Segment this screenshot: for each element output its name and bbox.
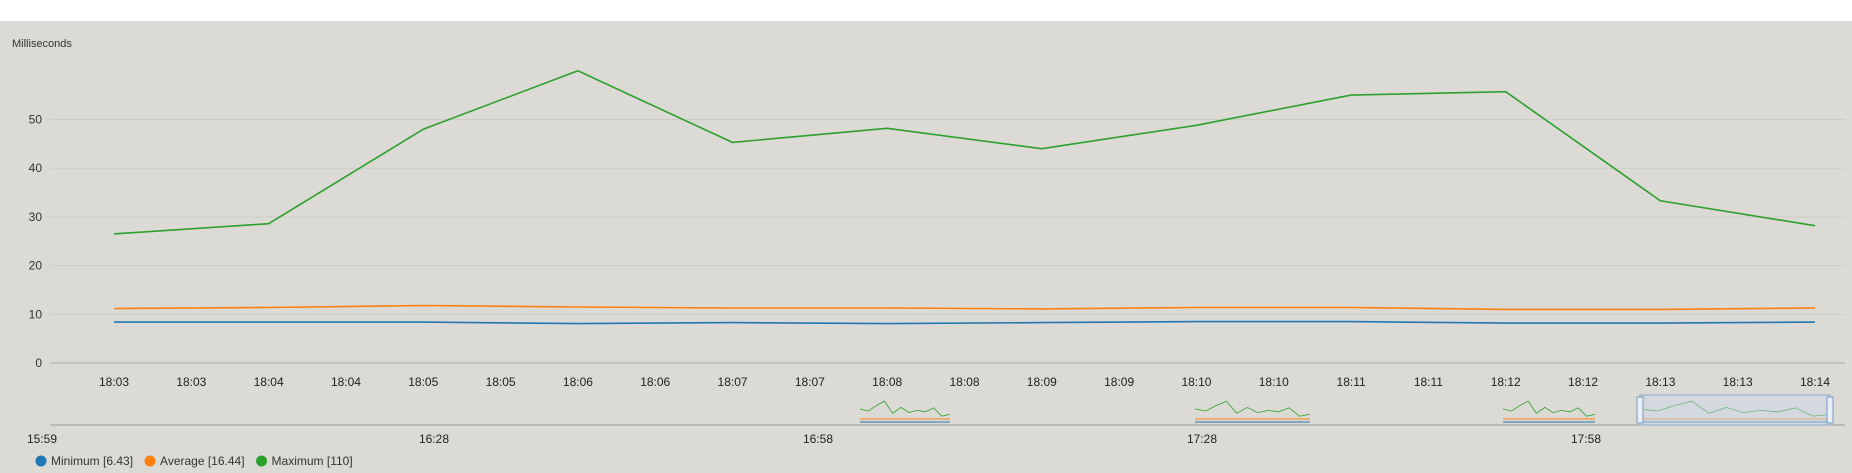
range-navigator[interactable]: 15:59 16:28 16:58 17:28 17:58 — [27, 394, 1845, 446]
x-tick-label: 18:07 — [718, 375, 748, 389]
x-tick-label: 18:10 — [1259, 375, 1289, 389]
x-tick-label: 18:08 — [949, 375, 979, 389]
legend-label: Maximum [110] — [272, 454, 353, 468]
x-tick-labels: 18:03 18:03 18:04 18:04 18:05 18:05 18:06 18:06… — [99, 375, 1830, 389]
y-tick-label: 0 — [35, 356, 42, 370]
grid-layer — [50, 119, 1845, 364]
x-tick-label: 18:04 — [331, 375, 361, 389]
x-tick-label: 18:14 — [1800, 375, 1830, 389]
y-axis-label: Milliseconds — [12, 38, 72, 50]
x-tick-label: 18:06 — [640, 375, 670, 389]
legend-swatch — [256, 455, 268, 467]
y-tick-labels: 0 10 20 30 40 50 — [29, 113, 43, 371]
series-layer — [113, 69, 1816, 325]
x-tick-label: 18:09 — [1104, 375, 1134, 389]
legend-swatch — [35, 455, 47, 467]
navigator-spark-max — [1639, 400, 1831, 417]
x-tick-label: 18:13 — [1645, 375, 1675, 389]
chart-svg: Milliseconds 0 10 20 30 40 50 18:03 18:03 18:04… — [12, 38, 1845, 468]
x-tick-label: 18:06 — [563, 375, 593, 389]
x-tick-label: 18:12 — [1568, 375, 1598, 389]
x-tick-label: 18:03 — [176, 375, 206, 389]
navigator-handle[interactable] — [1636, 396, 1644, 424]
legend-label: Minimum [6.43] — [51, 454, 133, 468]
x-tick-label: 18:05 — [408, 375, 438, 389]
legend-label: Average [16.44] — [160, 454, 245, 468]
navigator-time-label: 17:28 — [1187, 432, 1217, 446]
y-tick-label: 40 — [29, 161, 43, 175]
legend-item-average[interactable]: Average [16.44] — [144, 454, 245, 468]
navigator-selection[interactable] — [1639, 394, 1831, 426]
legend: Minimum [6.43] Average [16.44] Maximum [11… — [35, 454, 353, 468]
navigator-spark-max — [859, 400, 951, 417]
x-tick-label: 18:08 — [872, 375, 902, 389]
x-tick-label: 18:11 — [1337, 375, 1366, 389]
y-tick-label: 20 — [29, 259, 43, 273]
x-tick-label: 18:12 — [1491, 375, 1521, 389]
legend-swatch — [144, 455, 156, 467]
series-line-minimum — [114, 320, 1816, 325]
series-line-average — [113, 304, 1816, 311]
y-tick-label: 30 — [29, 210, 43, 224]
x-tick-label: 18:04 — [254, 375, 284, 389]
x-tick-label: 18:09 — [1027, 375, 1057, 389]
legend-item-maximum[interactable]: Maximum [110] — [256, 454, 353, 468]
legend-item-minimum[interactable]: Minimum [6.43] — [35, 454, 134, 468]
x-tick-label: 18:10 — [1181, 375, 1211, 389]
navigator-time-label: 16:58 — [803, 432, 833, 446]
y-tick-label: 10 — [29, 307, 43, 321]
chart-panel: Milliseconds 0 10 20 30 40 50 18:03 18:03 18:04… — [0, 21, 1852, 473]
x-tick-label: 18:13 — [1723, 375, 1753, 389]
navigator-time-label: 15:59 — [27, 432, 57, 446]
x-tick-label: 18:11 — [1414, 375, 1443, 389]
navigator-spark-max — [1502, 400, 1596, 417]
navigator-time-label: 17:58 — [1571, 432, 1601, 446]
series-line-maximum — [113, 69, 1816, 235]
x-tick-label: 18:03 — [99, 375, 129, 389]
y-tick-label: 50 — [29, 113, 43, 127]
navigator-spark-max — [1194, 400, 1311, 417]
x-tick-label: 18:07 — [795, 375, 825, 389]
navigator-time-label: 16:28 — [419, 432, 449, 446]
navigator-handle[interactable] — [1826, 396, 1834, 424]
x-tick-label: 18:05 — [486, 375, 516, 389]
